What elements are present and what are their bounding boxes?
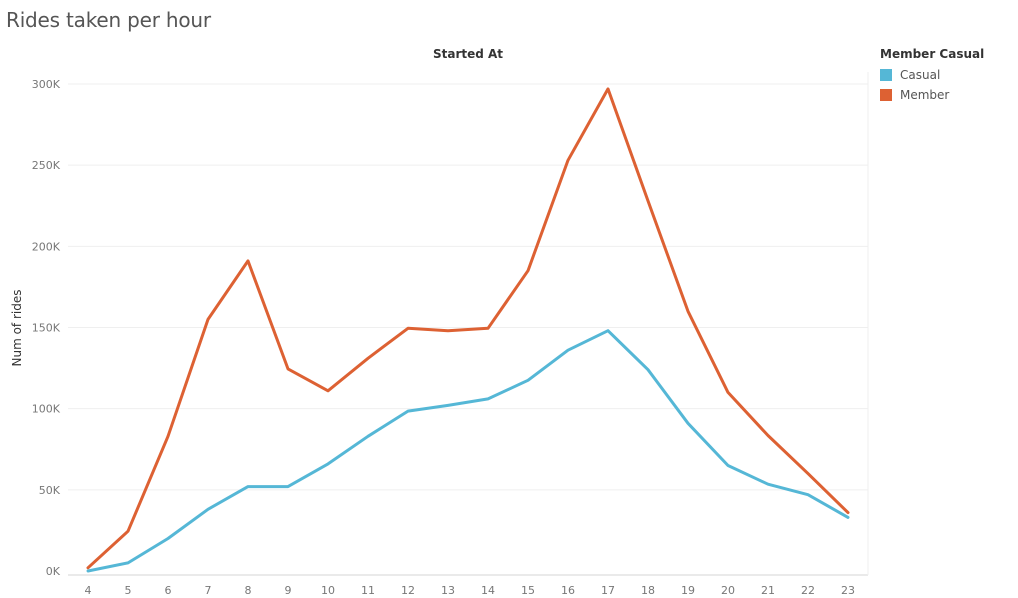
data-point-casual[interactable]	[644, 366, 652, 374]
data-point-member[interactable]	[484, 324, 492, 332]
legend-title: Member Casual	[880, 47, 985, 61]
x-tick-label: 6	[165, 584, 172, 597]
data-point-member[interactable]	[364, 354, 372, 362]
x-tick-label: 12	[401, 584, 415, 597]
data-point-member[interactable]	[844, 509, 852, 517]
y-ticks: 0K 50K 100K 150K 200K 250K 300K	[32, 78, 61, 578]
data-point-casual[interactable]	[604, 327, 612, 335]
x-tick-label: 17	[601, 584, 615, 597]
data-point-casual[interactable]	[724, 461, 732, 469]
x-tick-label: 13	[441, 584, 455, 597]
x-tick-label: 20	[721, 584, 735, 597]
x-tick-label: 16	[561, 584, 575, 597]
data-point-casual[interactable]	[804, 491, 812, 499]
data-point-casual[interactable]	[204, 505, 212, 513]
data-point-member[interactable]	[284, 365, 292, 373]
data-point-member[interactable]	[604, 85, 612, 93]
legend-label-member: Member	[900, 88, 950, 102]
data-point-casual[interactable]	[124, 559, 132, 567]
y-tick-label: 200K	[32, 240, 61, 253]
x-tick-label: 11	[361, 584, 375, 597]
y-tick-label: 300K	[32, 78, 61, 91]
data-point-member[interactable]	[564, 156, 572, 164]
data-point-casual[interactable]	[324, 460, 332, 468]
x-tick-label: 22	[801, 584, 815, 597]
data-point-member[interactable]	[84, 564, 92, 572]
data-point-casual[interactable]	[484, 395, 492, 403]
x-tick-label: 5	[125, 584, 132, 597]
legend-swatch-casual	[880, 69, 892, 81]
x-tick-label: 19	[681, 584, 695, 597]
y-tick-label: 50K	[39, 484, 61, 497]
line-chart: Started At Num of rides 0K50K100K150K200…	[10, 47, 869, 597]
y-tick-label: 150K	[32, 322, 61, 335]
x-tick-label: 21	[761, 584, 775, 597]
page-title: Rides taken per hour	[6, 8, 211, 32]
series-line-member[interactable]	[86, 87, 850, 570]
legend-item-casual[interactable]: Casual	[880, 65, 984, 85]
data-point-casual[interactable]	[684, 419, 692, 427]
data-point-casual[interactable]	[524, 376, 532, 384]
y-tick-label: 100K	[32, 403, 61, 416]
data-point-casual[interactable]	[364, 432, 372, 440]
legend-item-member[interactable]: Member	[880, 85, 984, 105]
y-tick-label: 0K	[46, 565, 61, 578]
series-lines	[84, 85, 852, 573]
series-line-casual[interactable]	[86, 329, 850, 573]
data-point-member[interactable]	[164, 432, 172, 440]
data-point-casual[interactable]	[564, 346, 572, 354]
data-point-member[interactable]	[204, 315, 212, 323]
x-tick-label: 14	[481, 584, 495, 597]
data-point-member[interactable]	[524, 267, 532, 275]
x-tick-label: 4	[85, 584, 92, 597]
x-tick-label: 18	[641, 584, 655, 597]
data-point-member[interactable]	[444, 327, 452, 335]
x-tick-label: 23	[841, 584, 855, 597]
data-point-casual[interactable]	[164, 535, 172, 543]
x-tick-label: 8	[245, 584, 252, 597]
x-tick-label: 15	[521, 584, 535, 597]
legend: Member Casual Casual Member	[880, 47, 984, 105]
data-point-member[interactable]	[324, 387, 332, 395]
data-point-member[interactable]	[684, 307, 692, 315]
y-axis-label: Num of rides	[10, 290, 24, 367]
data-point-casual[interactable]	[244, 483, 252, 491]
chart-title: Started At	[433, 47, 503, 61]
x-ticks: 4 5 6 7 8 9 10 11 12 13 14 15 16 17 18 19 20 21 22 23	[85, 584, 856, 597]
data-point-member[interactable]	[764, 431, 772, 439]
data-point-casual[interactable]	[764, 480, 772, 488]
grid-lines	[68, 72, 869, 576]
data-point-member[interactable]	[244, 257, 252, 265]
x-tick-label: 9	[285, 584, 292, 597]
legend-label-casual: Casual	[900, 68, 941, 82]
x-tick-label: 10	[321, 584, 335, 597]
data-point-casual[interactable]	[404, 407, 412, 415]
data-point-member[interactable]	[644, 197, 652, 205]
y-tick-label: 250K	[32, 159, 61, 172]
data-point-member[interactable]	[124, 527, 132, 535]
data-point-casual[interactable]	[284, 483, 292, 491]
data-point-member[interactable]	[724, 388, 732, 396]
data-point-casual[interactable]	[444, 401, 452, 409]
data-point-member[interactable]	[404, 324, 412, 332]
data-point-member[interactable]	[804, 470, 812, 478]
legend-swatch-member	[880, 89, 892, 101]
x-tick-label: 7	[205, 584, 212, 597]
